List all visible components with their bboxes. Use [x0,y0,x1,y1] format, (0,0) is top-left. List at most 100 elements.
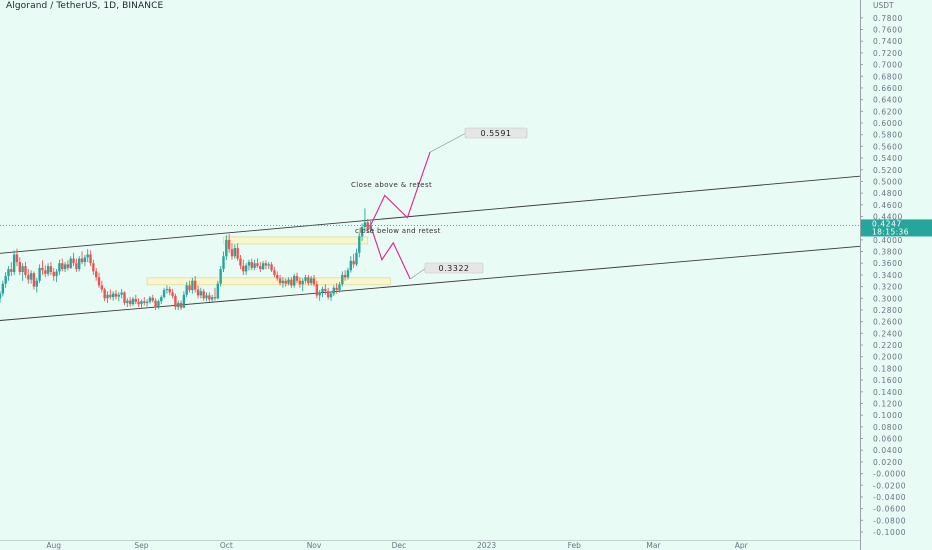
candle-body[interactable] [312,278,316,285]
candle-body[interactable] [326,291,330,298]
candle-body[interactable] [145,301,149,303]
candle-body[interactable] [21,266,24,272]
candle-body[interactable] [182,294,186,308]
candle-body[interactable] [309,278,313,284]
candle-body[interactable] [281,280,285,284]
candle-body[interactable] [233,248,237,257]
candle-body[interactable] [213,297,217,299]
candle-body[interactable] [219,269,222,284]
candle-body[interactable] [66,264,70,268]
candle-body[interactable] [111,293,115,298]
candle-body[interactable] [103,289,106,299]
candle-body[interactable] [242,265,245,272]
candle-body[interactable] [109,294,112,298]
candle-body[interactable] [324,288,327,292]
candle-body[interactable] [210,297,214,300]
candle-body[interactable] [10,269,13,272]
candle-body[interactable] [244,265,248,272]
candle-body[interactable] [58,263,61,272]
candle-body[interactable] [97,277,101,286]
candle-body[interactable] [355,252,358,265]
candle-body[interactable] [114,293,118,297]
candle-body[interactable] [318,292,321,296]
candle-body[interactable] [29,273,33,280]
candle-body[interactable] [94,271,98,278]
candle-body[interactable] [239,258,242,266]
supply-zone[interactable] [146,277,391,286]
candle-body[interactable] [24,266,27,275]
candle-body[interactable] [63,264,67,270]
candle-body[interactable] [32,273,36,287]
candle-body[interactable] [44,270,47,274]
candle-body[interactable] [123,292,126,303]
candle-body[interactable] [140,301,143,305]
candle-body[interactable] [148,297,152,302]
candle-body[interactable] [75,263,78,270]
symbol-header[interactable]: Algorand / TetherUS, 1D, BINANCE [6,1,164,11]
candle-body[interactable] [35,280,38,287]
candle-body[interactable] [261,263,265,270]
candle-body[interactable] [304,277,307,281]
candle-body[interactable] [247,262,251,266]
candle-body[interactable] [270,264,273,271]
candle-body[interactable] [301,280,304,285]
channel-line-lower[interactable] [0,245,861,321]
candle-body[interactable] [230,249,234,257]
candle-body[interactable] [15,254,19,263]
candle-body[interactable] [349,260,352,271]
candle-body[interactable] [89,254,92,264]
candle-body[interactable] [199,291,203,296]
candle-body[interactable] [157,301,160,308]
projection-bearish[interactable] [370,225,411,280]
candle-body[interactable] [154,300,157,308]
candle-body[interactable] [287,279,290,284]
candle-body[interactable] [160,297,163,302]
candle-body[interactable] [151,297,154,301]
candle-body[interactable] [7,269,10,277]
candle-body[interactable] [188,285,191,291]
candle-body[interactable] [117,294,121,297]
candle-body[interactable] [193,280,197,290]
candle-body[interactable] [341,274,344,285]
candle-body[interactable] [321,288,324,293]
candle-body[interactable] [80,258,84,263]
candle-body[interactable] [284,280,287,284]
candle-body[interactable] [222,256,225,270]
candle-body[interactable] [171,292,174,296]
candle-body[interactable] [352,260,355,265]
candle-body[interactable] [360,227,364,237]
candle-body[interactable] [18,262,22,272]
candle-body[interactable] [225,239,228,257]
candle-body[interactable] [315,284,319,296]
candle-body[interactable] [343,274,347,278]
candle-body[interactable] [366,222,369,230]
candle-body[interactable] [250,262,253,268]
candle-body[interactable] [1,283,5,294]
candle-body[interactable] [100,285,104,290]
candle-body[interactable] [78,258,81,270]
candle-body[interactable] [4,276,7,284]
candle-body[interactable] [253,263,256,268]
projection-bullish[interactable] [370,152,431,226]
candle-body[interactable] [12,254,16,272]
candle-body[interactable] [137,301,140,305]
target-low-box[interactable] [424,262,484,274]
candle-body[interactable] [134,298,137,302]
candle-body[interactable] [307,277,310,284]
candle-body[interactable] [61,263,64,270]
candle-body[interactable] [106,294,109,299]
candle-body[interactable] [205,295,208,299]
candle-body[interactable] [83,257,87,263]
candle-body[interactable] [267,264,270,266]
candle-body[interactable] [369,225,372,230]
candle-body[interactable] [128,300,132,305]
candle-body[interactable] [256,263,259,267]
candle-body[interactable] [335,287,338,291]
candle-body[interactable] [174,295,177,308]
candle-body[interactable] [52,272,55,277]
candle-body[interactable] [179,302,183,308]
candle-body[interactable] [38,267,41,281]
candle-body[interactable] [346,270,350,278]
candle-body[interactable] [208,295,211,300]
